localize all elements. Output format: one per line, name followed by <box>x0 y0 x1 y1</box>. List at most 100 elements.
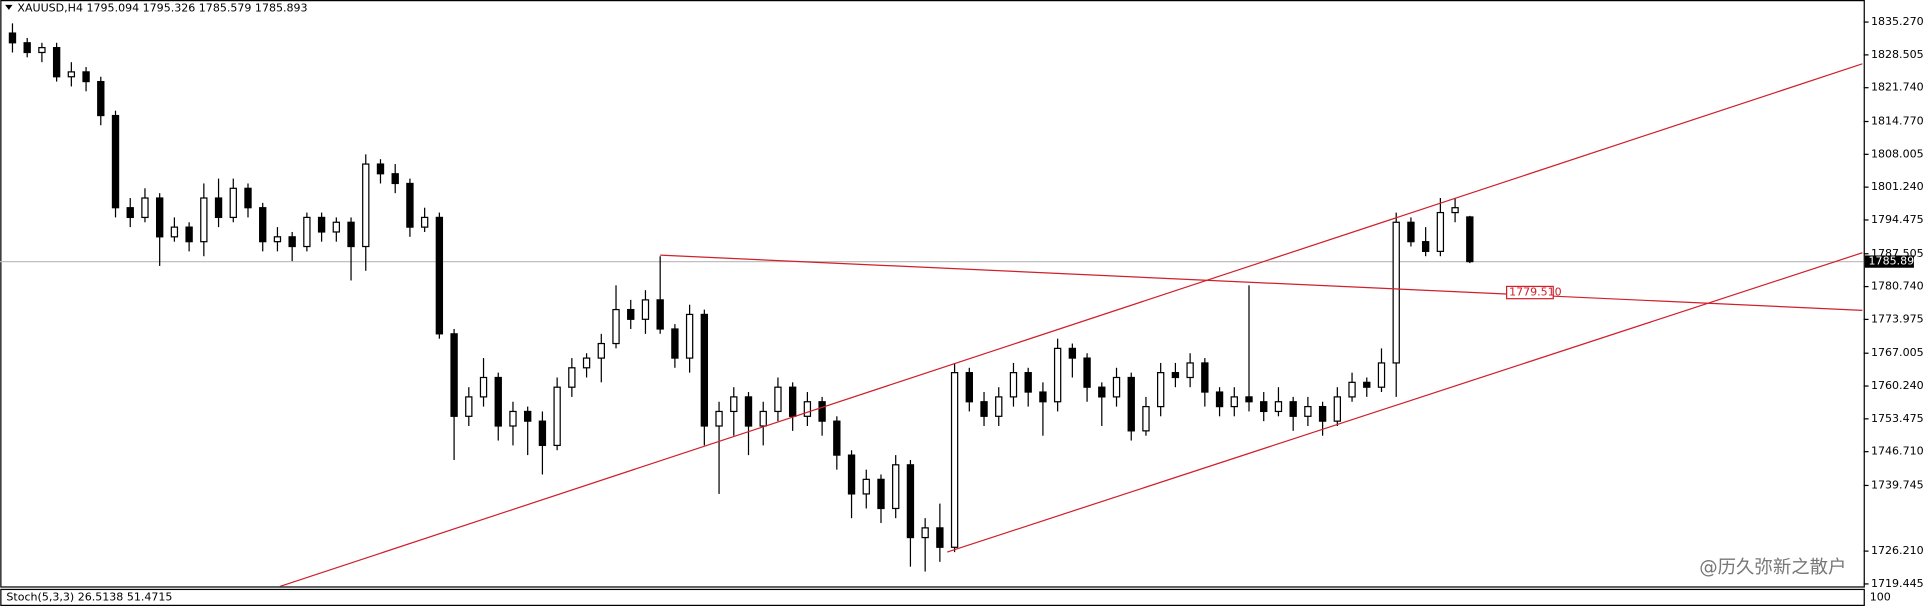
candle-body <box>538 420 547 447</box>
candle-body <box>38 47 46 54</box>
trendline <box>279 63 1863 587</box>
candle-body <box>288 236 296 248</box>
candle-body <box>1377 362 1386 388</box>
candle-body <box>906 464 915 539</box>
menu-arrow <box>5 4 13 10</box>
candle-body <box>1098 386 1106 398</box>
candle-body <box>1451 207 1459 214</box>
candle-body <box>568 367 576 388</box>
candle-body <box>170 226 179 238</box>
candle-body <box>67 71 76 78</box>
candle-body <box>833 420 841 456</box>
y-tick-label: 1746.710 <box>1871 445 1924 458</box>
candle-body <box>803 401 812 417</box>
candle-body <box>273 236 282 243</box>
trendline <box>660 254 1863 311</box>
candle-body <box>1274 401 1283 413</box>
candle-body <box>111 114 120 209</box>
candle-body <box>788 386 797 417</box>
candle-body <box>1215 391 1224 408</box>
candle-body <box>1304 405 1312 417</box>
candle-body <box>1348 381 1356 398</box>
y-tick-label: 1794.475 <box>1871 213 1924 226</box>
candle-body <box>744 396 753 427</box>
y-tick-label: 1828.505 <box>1871 48 1924 61</box>
y-tick-label: 1821.740 <box>1871 81 1924 94</box>
candle-body <box>1245 396 1253 403</box>
candle-body <box>582 357 591 369</box>
candle-body <box>1260 401 1268 413</box>
candle-body <box>479 376 488 398</box>
candle-body <box>52 47 61 78</box>
candle-body <box>1142 405 1150 432</box>
candle-body <box>1186 362 1194 379</box>
candle-body <box>1201 362 1209 393</box>
candle-body <box>97 80 105 117</box>
candle-body <box>612 308 620 345</box>
candle-body <box>641 299 650 320</box>
y-tick-label: 1753.475 <box>1871 412 1924 425</box>
chart-title: XAUUSD,H4 1795.094 1795.326 1785.579 178… <box>17 2 307 15</box>
candle-body <box>229 187 237 219</box>
candle-body <box>1421 241 1430 252</box>
price-label: 1779.510 <box>1509 286 1562 299</box>
candle-body <box>921 527 929 539</box>
candle-body <box>818 401 826 422</box>
candle-body <box>597 342 605 359</box>
candle-body <box>877 478 885 510</box>
candle-body <box>936 527 944 548</box>
candle-body <box>200 197 208 243</box>
candle-body <box>465 396 473 417</box>
candle-body <box>450 333 458 417</box>
candle-body <box>892 464 900 510</box>
current-price-label: 1785.893 <box>1869 255 1922 268</box>
candle-body <box>420 216 429 228</box>
candle-body <box>1053 347 1062 403</box>
candle-body <box>980 401 988 417</box>
candle-body <box>1156 372 1165 408</box>
candle-body <box>391 173 399 185</box>
candle-body <box>347 221 355 248</box>
candle-body <box>1318 405 1327 422</box>
candle-body <box>627 308 635 320</box>
candle-body <box>759 410 767 427</box>
candle-body <box>435 216 444 335</box>
candle-body <box>715 410 723 427</box>
candle-body <box>1112 376 1121 398</box>
indicator-frame <box>0 588 1865 606</box>
watermark: @历久弥新之散户 <box>1699 557 1846 578</box>
candle-body <box>376 163 385 175</box>
candle-body <box>332 221 341 233</box>
candle-body <box>1333 396 1342 422</box>
candle-body <box>1083 357 1091 388</box>
candle-body <box>730 396 738 413</box>
candle-body <box>214 197 223 219</box>
candle-body <box>1009 372 1018 398</box>
candle-body <box>126 207 134 219</box>
y-tick-label: 1719.445 <box>1871 577 1924 590</box>
candle-body <box>685 313 694 359</box>
candle-body <box>1039 391 1047 403</box>
candle-body <box>362 163 370 248</box>
candle-body <box>317 216 326 233</box>
candle-body <box>700 313 709 427</box>
candle-body <box>950 372 959 548</box>
y-tick-label: 1835.270 <box>1871 15 1924 28</box>
y-tick-label: 1739.745 <box>1871 478 1924 491</box>
y-tick-label: 1801.240 <box>1871 180 1924 193</box>
candle-body <box>1171 372 1180 379</box>
current-price-tag <box>1864 255 1914 268</box>
y-tick-label: 1767.005 <box>1871 346 1924 359</box>
candle-body <box>671 328 679 359</box>
price-label-box <box>1506 285 1554 300</box>
candle-body <box>509 410 517 427</box>
candle-body <box>494 376 502 427</box>
y-tick-label: 1780.740 <box>1871 280 1924 293</box>
y-tick-label: 1814.770 <box>1871 115 1924 128</box>
candle-body <box>1436 211 1445 252</box>
candle-body <box>1466 216 1474 263</box>
plot-frame <box>0 0 1865 588</box>
candle-body <box>965 372 973 403</box>
candle-body <box>23 42 31 54</box>
trendline <box>947 252 1863 553</box>
